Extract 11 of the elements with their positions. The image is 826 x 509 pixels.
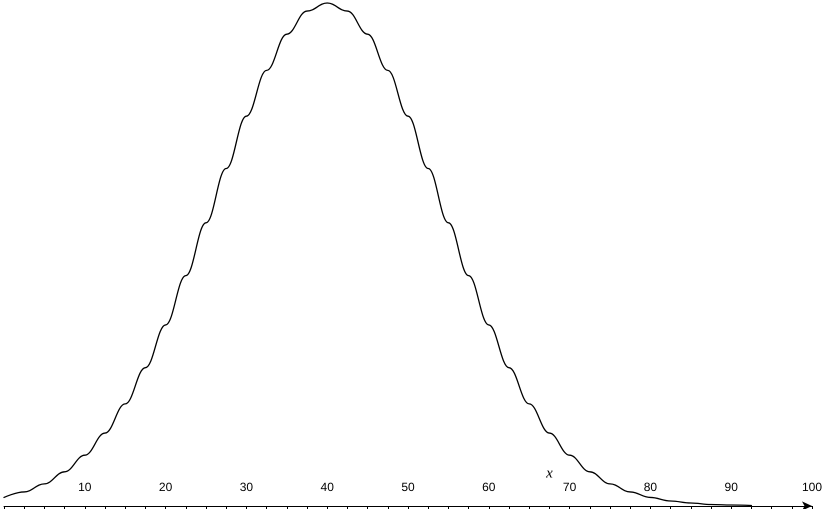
x-tick-label: 70 xyxy=(562,480,577,494)
x-tick-label: 80 xyxy=(644,480,658,494)
x-tick-label: 60 xyxy=(482,480,496,494)
x-tick-label: 90 xyxy=(724,480,738,494)
x-tick-label: 50 xyxy=(401,480,415,494)
x-tick-label: 100 xyxy=(802,480,822,494)
x-tick-label: 10 xyxy=(78,480,92,494)
x-axis-title: x xyxy=(545,466,554,482)
x-tick-label: 20 xyxy=(158,480,173,494)
x-tick-label: 40 xyxy=(320,480,334,494)
x-tick-label: 30 xyxy=(240,480,254,494)
